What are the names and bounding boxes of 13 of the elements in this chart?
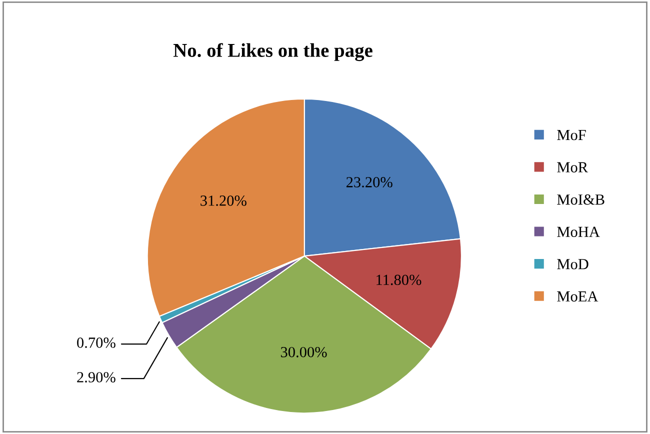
data-label: 31.20% [200, 196, 246, 206]
data-label: 0.70% [77, 338, 116, 348]
legend-label: MoR [557, 162, 588, 172]
data-label: 11.80% [376, 274, 422, 286]
legend-label: MoD [557, 259, 588, 270]
legend-label: MoEA [557, 291, 598, 302]
data-label: 2.90% [77, 372, 116, 382]
legend-label: MoHA [557, 226, 600, 238]
data-label: 23.20% [346, 177, 392, 188]
data-label: 30.00% [280, 346, 327, 358]
legend-label: MoI&B [557, 194, 604, 205]
legend-label: MoF [557, 130, 586, 140]
chart-title: No. of Likes on the page [173, 43, 372, 62]
